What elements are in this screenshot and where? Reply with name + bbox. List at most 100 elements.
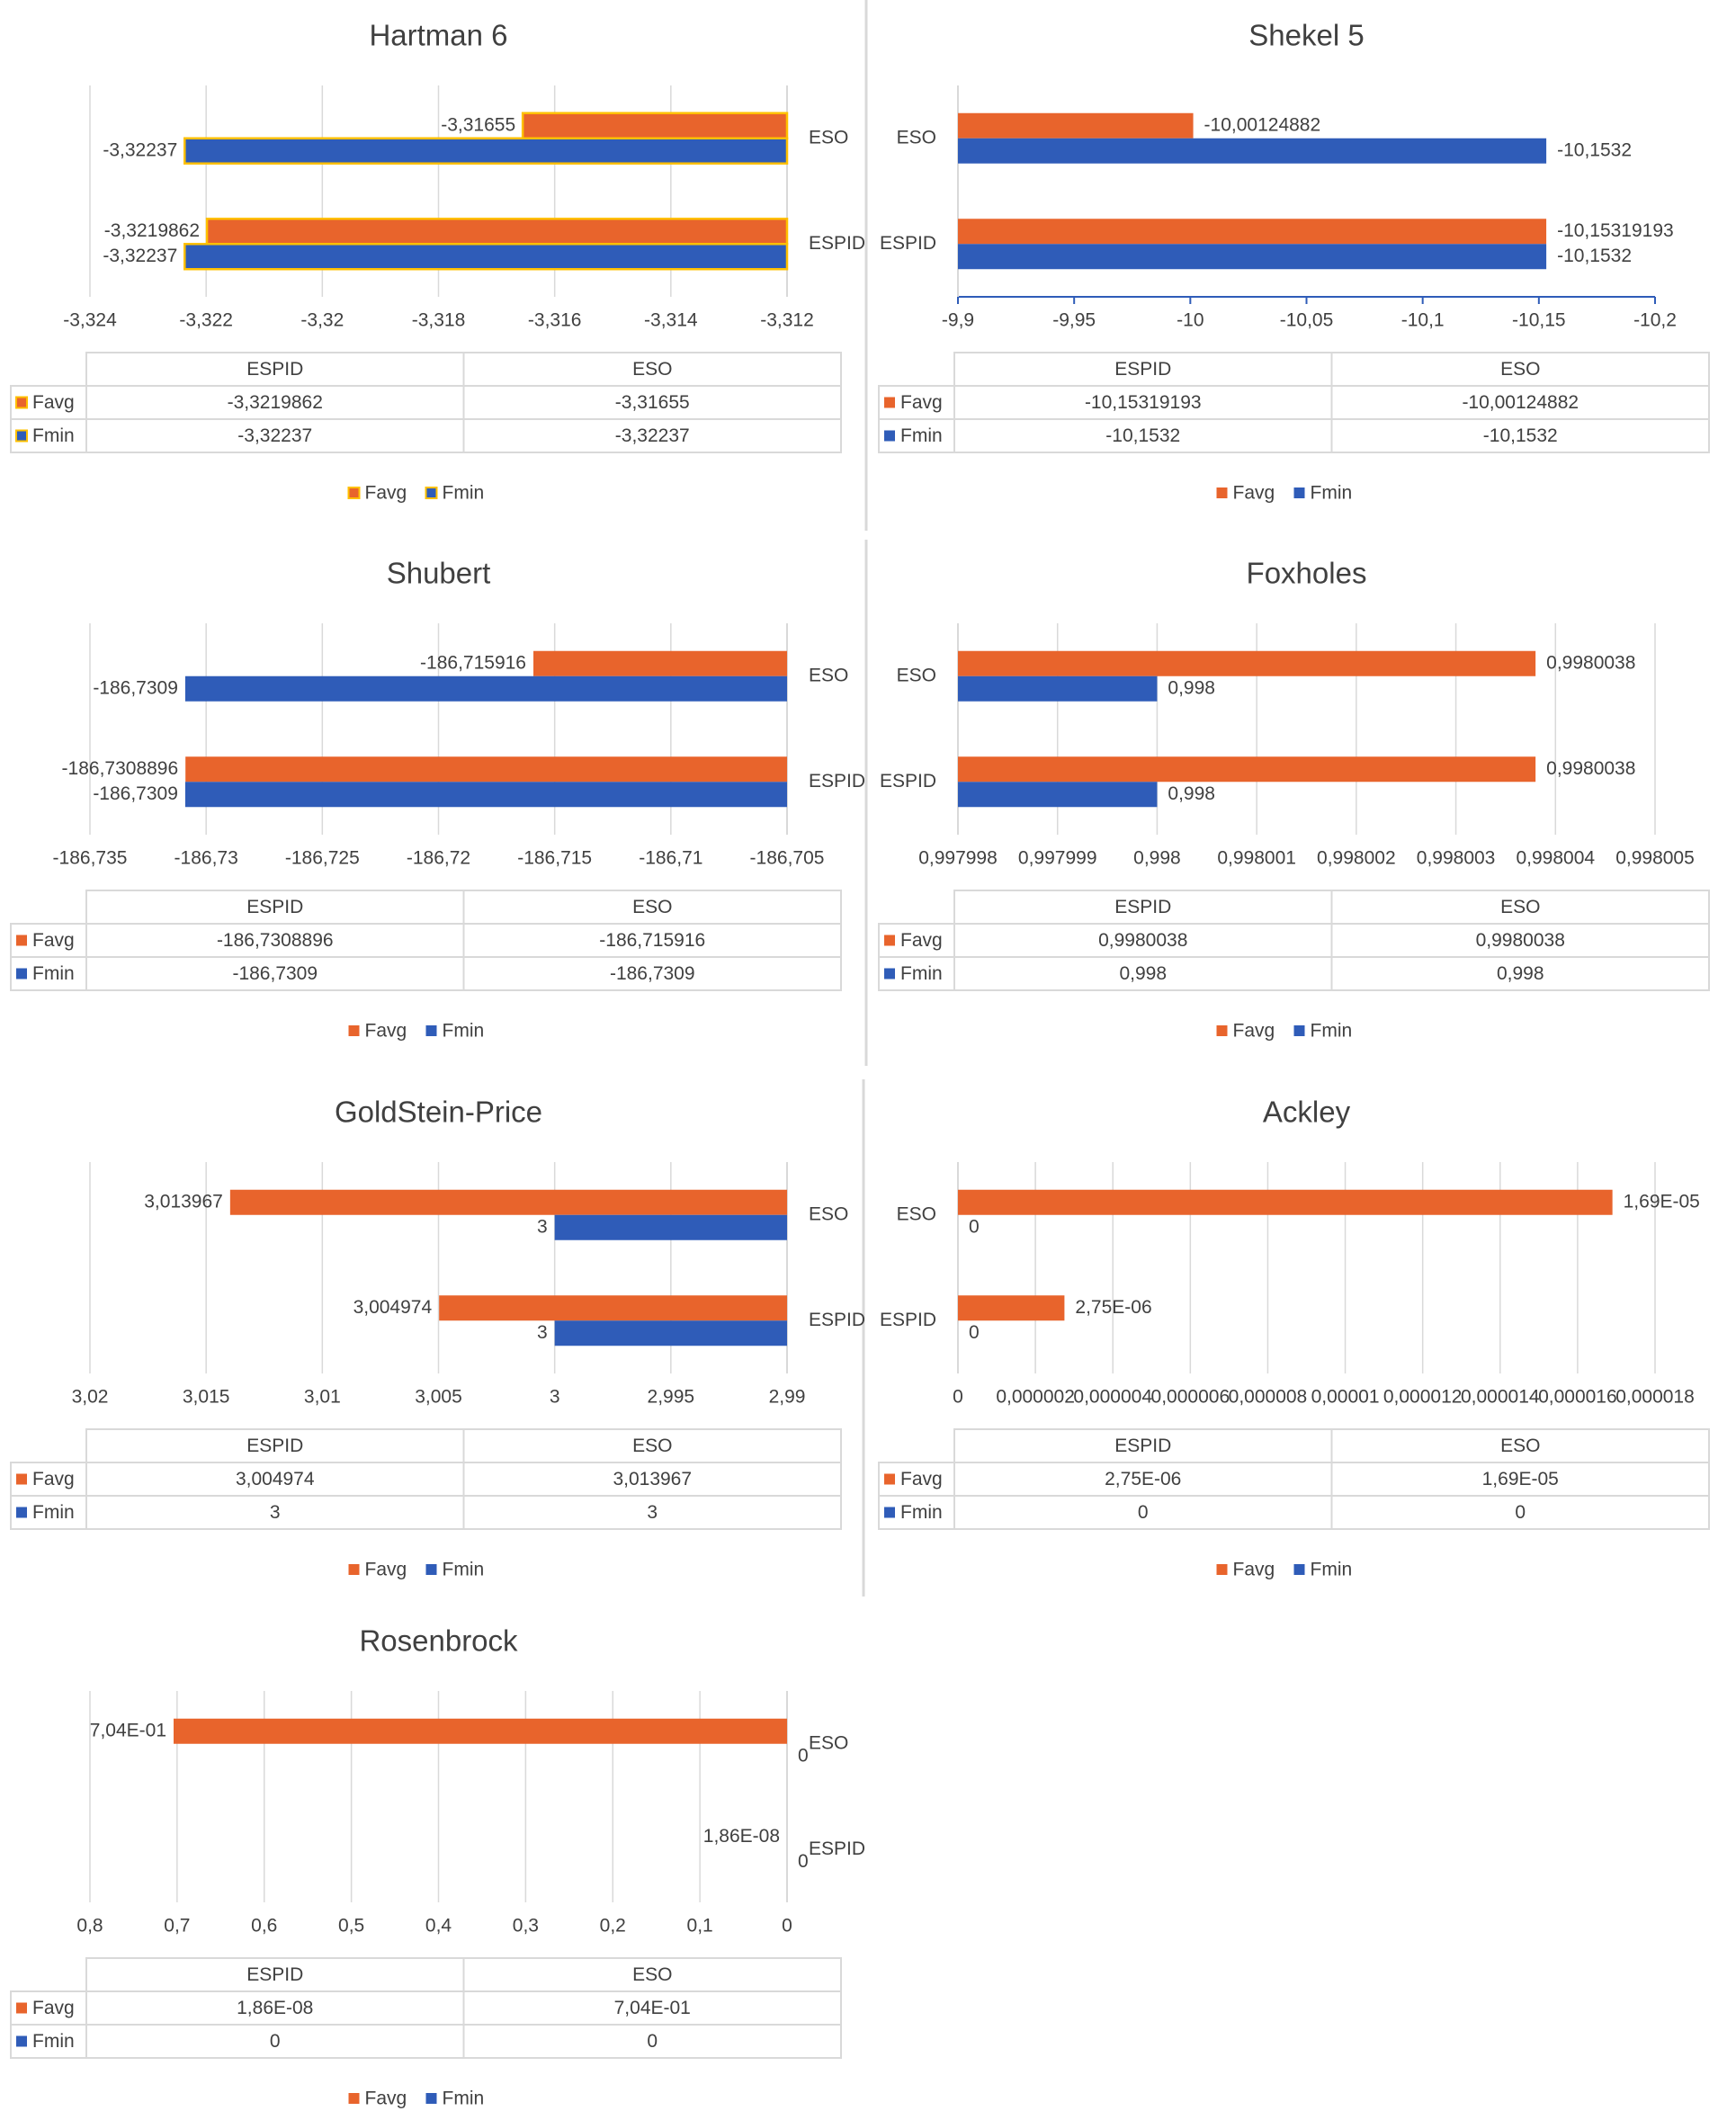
table-cell-text: 0,9980038	[1476, 930, 1565, 951]
table-cell-text: 2,75E-06	[1105, 1469, 1181, 1489]
data-label: 3,004974	[353, 1297, 433, 1318]
x-tick-label: -10,2	[1633, 310, 1677, 331]
data-label: 3	[537, 1216, 548, 1237]
table-row-label: Favg	[32, 930, 75, 951]
legend-key	[884, 397, 895, 408]
legend-label: Fmin	[443, 2089, 485, 2109]
x-tick-label: 0,000016	[1538, 1387, 1617, 1408]
legend-key	[16, 1507, 27, 1518]
chart-title: Hartman 6	[369, 19, 507, 52]
table-cell-text: 3,004974	[236, 1469, 315, 1489]
x-tick-label: -186,71	[639, 848, 702, 869]
data-label: 1,69E-05	[1624, 1191, 1700, 1212]
bar	[183, 243, 789, 271]
data-label: 0,998	[1168, 677, 1215, 698]
x-tick-label: -9,9	[942, 310, 974, 331]
table-cell-text: 0	[647, 2031, 658, 2052]
legend-key	[15, 429, 28, 443]
legend-key	[884, 935, 895, 946]
legend-label: Favg	[1233, 483, 1275, 504]
legend-label: Fmin	[443, 483, 485, 504]
chart-title: Foxholes	[1247, 557, 1367, 590]
bar	[958, 1295, 1065, 1321]
bar	[958, 675, 1158, 702]
bar	[958, 1189, 1613, 1215]
x-tick-label: -186,73	[174, 848, 238, 869]
x-tick-label: 0,998	[1133, 848, 1181, 869]
x-tick-label: -10,15	[1512, 310, 1566, 331]
legend-key	[16, 968, 27, 979]
table-row-label: Fmin	[900, 963, 943, 984]
legend-key	[884, 968, 895, 979]
data-label: -186,7308896	[62, 758, 179, 779]
table-header: ESPID	[246, 359, 303, 380]
data-label: 1,86E-08	[703, 1826, 780, 1847]
x-tick-label: 0,998004	[1516, 848, 1595, 869]
x-tick-label: 0,7	[164, 1916, 190, 1937]
data-label: 0	[798, 1851, 809, 1872]
legend-label: Fmin	[1311, 483, 1353, 504]
bar	[229, 1189, 788, 1215]
table-cell-text: 3	[647, 1502, 658, 1523]
table-cell-text: -10,00124882	[1462, 392, 1579, 413]
table-header: ESO	[632, 1436, 672, 1456]
table-cell-text: 0,998	[1497, 963, 1544, 984]
data-label: -186,715916	[420, 652, 526, 673]
x-tick-label: 0,6	[251, 1916, 277, 1937]
table-header: ESO	[1500, 359, 1540, 380]
category-label: ESO	[809, 127, 848, 148]
category-label: ESO	[809, 665, 848, 685]
x-tick-label: -10,05	[1280, 310, 1334, 331]
table-row-label: Fmin	[32, 963, 75, 984]
table-header: ESPID	[246, 1436, 303, 1456]
data-label: 0	[969, 1322, 980, 1343]
bar	[174, 1718, 787, 1744]
category-label: ESPID	[880, 233, 936, 254]
x-tick-label: -3,314	[644, 310, 698, 331]
legend-key	[16, 2002, 27, 2014]
table-header: ESO	[632, 897, 672, 917]
legend-label: Fmin	[1311, 1021, 1353, 1042]
x-tick-label: -3,312	[760, 310, 814, 331]
x-tick-label: 0,000004	[1073, 1387, 1152, 1408]
x-tick-label: -9,95	[1052, 310, 1096, 331]
legend-key	[347, 487, 361, 499]
x-tick-label: -10	[1177, 310, 1204, 331]
chart-title: GoldStein-Price	[335, 1096, 542, 1129]
table-cell-text: -186,7309	[232, 963, 318, 984]
x-tick-label: 0,000008	[1229, 1387, 1308, 1408]
x-tick-label: 0	[782, 1916, 792, 1937]
table-cell-text: 0	[1138, 1502, 1149, 1523]
data-label: -10,15319193	[1557, 220, 1674, 241]
x-tick-label: 0,998005	[1615, 848, 1695, 869]
x-tick-label: 0,1	[687, 1916, 713, 1937]
bar	[958, 756, 1536, 783]
x-tick-label: 2,995	[648, 1387, 695, 1408]
data-label: -3,31655	[441, 114, 515, 135]
chart-panel: Foxholes 0,997998 0,997999 0,998 0,998001 0,9…	[878, 557, 1710, 1042]
table-cell-text: 3	[270, 1502, 281, 1523]
table-row-label: Fmin	[900, 1502, 943, 1523]
data-label: 0,998	[1168, 783, 1215, 804]
category-label: ESO	[897, 127, 936, 148]
legend-label: Favg	[365, 1021, 407, 1042]
bar	[958, 650, 1536, 676]
data-label: 0,9980038	[1546, 758, 1635, 779]
legend-label: Fmin	[443, 1560, 485, 1580]
category-label: ESPID	[880, 1310, 936, 1330]
table-cell-text: -3,3219862	[228, 392, 323, 413]
x-tick-label: 0,000018	[1615, 1387, 1695, 1408]
table-header: ESPID	[246, 1964, 303, 1985]
bar	[554, 1320, 787, 1346]
legend-key	[1293, 1564, 1305, 1575]
table-cell-text: 1,69E-05	[1482, 1469, 1559, 1489]
legend-key	[16, 935, 27, 946]
x-tick-label: 0,998003	[1417, 848, 1496, 869]
table-header: ESO	[632, 1964, 672, 1985]
x-tick-label: -3,324	[63, 310, 117, 331]
data-label: 2,75E-06	[1075, 1297, 1151, 1318]
chart-panel: Shekel 5 -9,9 -9,95 -10 -10,05 -10,1 -10,15 -10…	[878, 19, 1710, 504]
bar	[958, 138, 1547, 164]
x-tick-label: 0,5	[338, 1916, 364, 1937]
table-cell-text: -186,7309	[610, 963, 695, 984]
